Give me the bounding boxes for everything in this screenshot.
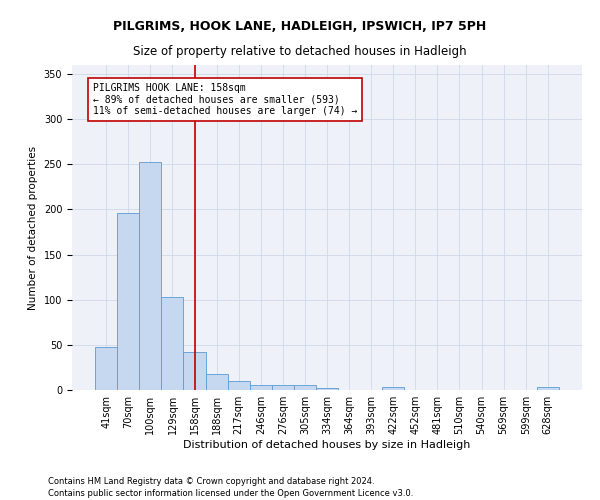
Bar [316,388,338,390]
Text: PILGRIMS HOOK LANE: 158sqm
← 89% of detached houses are smaller (593)
11% of sem: PILGRIMS HOOK LANE: 158sqm ← 89% of deta… [93,83,358,116]
Text: Contains HM Land Registry data © Crown copyright and database right 2024.
Contai: Contains HM Land Registry data © Crown c… [48,476,413,498]
Bar [272,386,294,390]
X-axis label: Distribution of detached houses by size in Hadleigh: Distribution of detached houses by size … [184,440,470,450]
Text: Size of property relative to detached houses in Hadleigh: Size of property relative to detached ho… [133,45,467,58]
Bar [294,386,316,390]
Bar [206,374,227,390]
Bar [95,346,117,390]
Bar [250,386,272,390]
Bar [227,381,250,390]
Text: PILGRIMS, HOOK LANE, HADLEIGH, IPSWICH, IP7 5PH: PILGRIMS, HOOK LANE, HADLEIGH, IPSWICH, … [113,20,487,33]
Y-axis label: Number of detached properties: Number of detached properties [28,146,38,310]
Bar [161,297,184,390]
Bar [537,388,559,390]
Bar [139,162,161,390]
Bar [184,352,206,390]
Bar [117,213,139,390]
Bar [382,388,404,390]
